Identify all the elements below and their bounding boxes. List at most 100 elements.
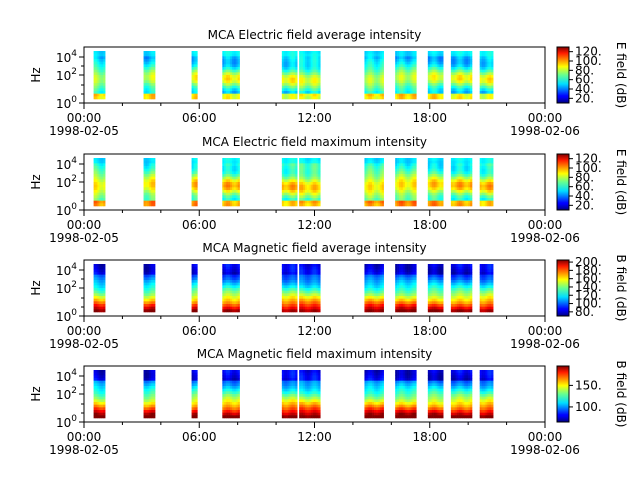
data-block <box>479 370 494 419</box>
colorbar-tick-label: 40. <box>575 189 594 203</box>
data-block <box>395 158 417 207</box>
spectrogram-panel-2: MCA Electric field maximum intensity Hz 10… <box>29 135 628 245</box>
data-block <box>191 370 198 419</box>
x-tick-label: 06:00 <box>182 430 217 444</box>
x-tick-date: 1998-02-06 <box>510 231 580 245</box>
y-tick-label: 104 <box>56 156 77 172</box>
colorbar-tick-label: 180. <box>575 263 602 277</box>
colorbar-tick-label: 140. <box>575 280 602 294</box>
y-tick-exponent: 2 <box>71 174 77 184</box>
x-tick-label: 00:00 <box>528 218 563 232</box>
colorbar-tick-label: 60. <box>575 180 594 194</box>
x-tick-label: 00:00 <box>528 324 563 338</box>
x-tick-label: 18:00 <box>412 430 447 444</box>
x-tick-label: 00:00 <box>67 111 102 125</box>
data-block <box>191 264 198 313</box>
y-tick-exponent: 2 <box>71 386 77 396</box>
data-block <box>93 51 106 100</box>
panel-title: MCA Magnetic field maximum intensity <box>197 347 433 361</box>
colorbar: 100. 150. B field (dB) <box>556 361 628 428</box>
data-block <box>299 158 321 207</box>
x-tick-date: 1998-02-05 <box>49 124 119 138</box>
y-tick-label: 102 <box>56 386 77 402</box>
spectrogram-panel-1: MCA Electric field average intensity Hz 10… <box>29 28 628 138</box>
x-tick-label: 12:00 <box>297 324 332 338</box>
data-block <box>191 51 198 100</box>
data-block <box>191 158 198 207</box>
y-tick-base: 10 <box>56 388 71 402</box>
data-block <box>450 158 473 207</box>
x-tick-label: 00:00 <box>67 218 102 232</box>
colorbar: 80.100.120.140.160.180.200. B field (dB) <box>556 255 628 322</box>
y-tick-exponent: 0 <box>71 414 77 424</box>
colorbar-tick-label: 80. <box>575 305 594 319</box>
colorbar-tick-label: 120. <box>575 45 602 59</box>
data-block <box>281 370 298 419</box>
colorbar-tick-label: 100. <box>575 161 602 175</box>
y-tick-exponent: 2 <box>71 280 77 290</box>
y-axis-label: Hz <box>29 67 43 82</box>
data-block <box>143 370 156 419</box>
data-block <box>427 51 444 100</box>
y-tick-label: 102 <box>56 67 77 83</box>
y-tick-exponent: 4 <box>71 156 77 166</box>
y-tick-base: 10 <box>56 416 71 430</box>
x-tick-label: 00:00 <box>67 430 102 444</box>
colorbar-label: E field (dB) <box>614 42 628 108</box>
data-blocks <box>93 51 494 100</box>
x-tick-label: 12:00 <box>297 218 332 232</box>
data-block <box>93 264 106 313</box>
y-tick-base: 10 <box>56 282 71 296</box>
data-block <box>395 51 417 100</box>
x-tick-label: 12:00 <box>297 111 332 125</box>
colorbar-tick-label: 100. <box>575 400 602 414</box>
y-tick-exponent: 4 <box>71 262 77 272</box>
x-tick-label: 06:00 <box>182 111 217 125</box>
colorbar: 20.40.60.80.100.120. E field (dB) <box>556 149 628 215</box>
colorbar-tick-label: 100. <box>575 54 602 68</box>
y-tick-exponent: 0 <box>71 308 77 318</box>
x-tick-label: 18:00 <box>412 324 447 338</box>
x-tick-date: 1998-02-06 <box>510 337 580 351</box>
data-block <box>364 264 384 313</box>
y-tick-label: 102 <box>56 280 77 296</box>
panel-title: MCA Electric field average intensity <box>208 28 422 42</box>
colorbar-label: B field (dB) <box>614 255 628 322</box>
y-tick-label: 100 <box>56 202 77 218</box>
colorbar-tick-label: 100. <box>575 297 602 311</box>
data-block <box>281 264 298 313</box>
x-tick-date: 1998-02-05 <box>49 337 119 351</box>
data-blocks <box>93 370 494 419</box>
y-tick-base: 10 <box>56 97 71 111</box>
colorbar-gradient <box>556 365 570 423</box>
data-block <box>299 51 321 100</box>
y-tick-base: 10 <box>56 69 71 83</box>
x-tick-label: 06:00 <box>182 218 217 232</box>
colorbar-label: B field (dB) <box>614 361 628 428</box>
y-tick-base: 10 <box>56 310 71 324</box>
x-tick-date: 1998-02-06 <box>510 124 580 138</box>
colorbar-tick-label: 120. <box>575 152 602 166</box>
data-block <box>222 370 240 419</box>
data-block <box>479 51 494 100</box>
x-tick-label: 00:00 <box>528 430 563 444</box>
colorbar-gradient <box>556 259 570 317</box>
y-axis-label: Hz <box>29 174 43 189</box>
data-block <box>427 370 444 419</box>
colorbar-tick-label: 80. <box>575 63 594 77</box>
x-tick-label: 18:00 <box>412 111 447 125</box>
data-block <box>143 264 156 313</box>
colorbar-gradient <box>556 153 570 211</box>
colorbar-label: E field (dB) <box>614 149 628 215</box>
data-block <box>222 51 240 100</box>
y-tick-base: 10 <box>56 370 71 384</box>
y-tick-base: 10 <box>56 158 71 172</box>
data-block <box>395 264 417 313</box>
data-block <box>93 158 106 207</box>
x-tick-label: 18:00 <box>412 218 447 232</box>
colorbar-tick-label: 160. <box>575 272 602 286</box>
y-tick-exponent: 4 <box>71 49 77 59</box>
y-tick-base: 10 <box>56 176 71 190</box>
data-block <box>450 264 473 313</box>
data-block <box>222 158 240 207</box>
